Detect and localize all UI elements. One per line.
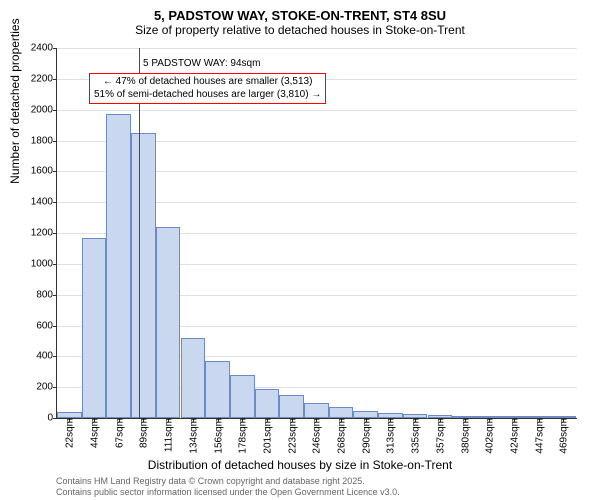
x-tick-label: 89sqm xyxy=(137,418,150,448)
y-tick-label: 1200 xyxy=(31,228,57,239)
x-tick-label: 380sqm xyxy=(458,418,471,454)
y-tick-label: 2400 xyxy=(31,43,57,54)
x-tick-label: 178sqm xyxy=(236,418,249,454)
chart-plot-area: 0200400600800100012001400160018002000220… xyxy=(56,48,576,418)
histogram-bar xyxy=(304,403,329,418)
histogram-bar xyxy=(230,375,255,418)
y-tick-label: 200 xyxy=(36,382,57,393)
x-tick-label: 357sqm xyxy=(433,418,446,454)
x-tick-label: 111sqm xyxy=(162,418,175,452)
y-tick-label: 800 xyxy=(36,289,57,300)
chart-footer: Contains HM Land Registry data © Crown c… xyxy=(56,476,400,498)
y-tick-label: 0 xyxy=(47,413,57,424)
x-tick-label: 335sqm xyxy=(409,418,422,454)
y-tick-label: 1400 xyxy=(31,197,57,208)
x-tick-label: 268sqm xyxy=(335,418,348,454)
x-tick-label: 22sqm xyxy=(63,418,76,448)
x-tick-label: 246sqm xyxy=(310,418,323,454)
chart-subtitle: Size of property relative to detached ho… xyxy=(0,23,600,41)
x-tick-label: 134sqm xyxy=(186,418,199,454)
x-tick-label: 290sqm xyxy=(359,418,372,454)
chart-title: 5, PADSTOW WAY, STOKE-ON-TRENT, ST4 8SU xyxy=(0,0,600,23)
y-tick-label: 600 xyxy=(36,320,57,331)
x-tick-label: 44sqm xyxy=(88,418,101,448)
annotation-line-1: ← 47% of detached houses are smaller (3,… xyxy=(94,76,321,89)
annotation-line-2: 51% of semi-detached houses are larger (… xyxy=(94,89,321,102)
x-axis-label: Distribution of detached houses by size … xyxy=(0,458,600,472)
histogram-bar xyxy=(353,411,378,418)
reference-label: 5 PADSTOW WAY: 94sqm xyxy=(143,58,260,69)
x-tick-label: 402sqm xyxy=(483,418,496,454)
x-tick-label: 469sqm xyxy=(557,418,570,454)
x-tick-label: 67sqm xyxy=(112,418,125,448)
histogram-bar xyxy=(156,227,181,418)
x-tick-label: 424sqm xyxy=(507,418,520,454)
histogram-bar xyxy=(205,361,230,418)
x-tick-label: 447sqm xyxy=(532,418,545,454)
y-tick-label: 1800 xyxy=(31,135,57,146)
y-tick-label: 2200 xyxy=(31,73,57,84)
annotation-box: ← 47% of detached houses are smaller (3,… xyxy=(89,73,326,104)
histogram-bar xyxy=(329,407,354,418)
histogram-bar xyxy=(106,114,131,418)
x-tick-label: 156sqm xyxy=(211,418,224,454)
footer-line-1: Contains HM Land Registry data © Crown c… xyxy=(56,476,400,487)
histogram-bar xyxy=(181,338,206,418)
histogram-bar xyxy=(82,238,107,418)
x-tick-label: 223sqm xyxy=(285,418,298,454)
y-tick-label: 1000 xyxy=(31,258,57,269)
histogram-bar xyxy=(279,395,304,418)
histogram-bar xyxy=(131,133,156,418)
footer-line-2: Contains public sector information licen… xyxy=(56,487,400,498)
y-tick-label: 400 xyxy=(36,351,57,362)
x-tick-label: 313sqm xyxy=(384,418,397,454)
x-tick-label: 201sqm xyxy=(260,418,273,454)
gridline xyxy=(57,48,577,49)
y-tick-label: 2000 xyxy=(31,104,57,115)
histogram-bar xyxy=(255,389,280,418)
gridline xyxy=(57,110,577,111)
chart-container: 5, PADSTOW WAY, STOKE-ON-TRENT, ST4 8SU … xyxy=(0,0,600,500)
y-axis-label: Number of detached properties xyxy=(8,18,22,183)
plot: 0200400600800100012001400160018002000220… xyxy=(56,48,577,419)
y-tick-label: 1600 xyxy=(31,166,57,177)
